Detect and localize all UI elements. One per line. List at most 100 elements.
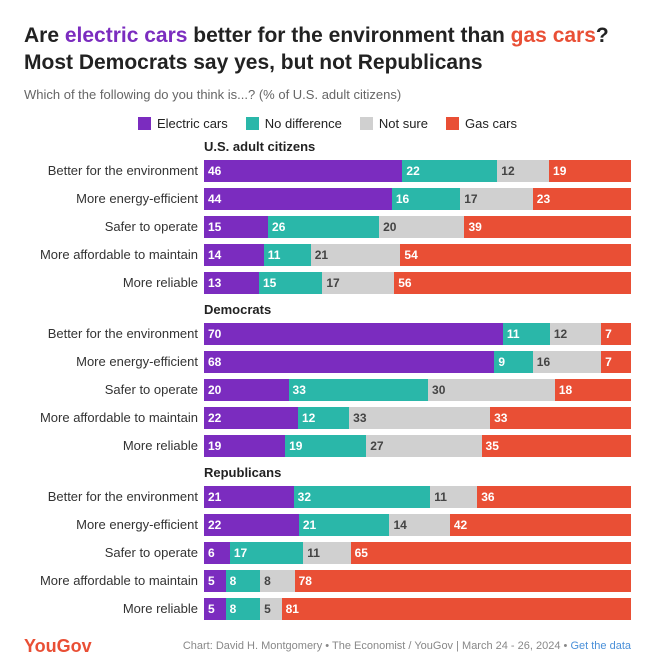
chart-panel: Republicans Better for the environment213… (24, 465, 631, 622)
stacked-bar: 13151756 (204, 272, 631, 294)
bar-row: More reliable58581 (24, 596, 631, 622)
bar-segment: 65 (351, 542, 631, 564)
bar-row: Better for the environment21321136 (24, 484, 631, 510)
panel-title: Democrats (204, 302, 631, 317)
row-label: Safer to operate (24, 545, 204, 560)
bar-segment: 11 (430, 486, 477, 508)
legend-item: Not sure (360, 116, 428, 131)
bar-segment: 16 (533, 351, 601, 373)
bar-segment: 39 (464, 216, 631, 238)
chart-title: Are electric cars better for the environ… (24, 22, 631, 77)
bar-segment: 27 (366, 435, 481, 457)
bar-row: More reliable13151756 (24, 270, 631, 296)
bar-segment: 12 (497, 160, 549, 182)
bar-segment: 17 (322, 272, 394, 294)
bar-segment: 23 (533, 188, 631, 210)
bar-row: Better for the environment7011127 (24, 321, 631, 347)
stacked-bar: 19192735 (204, 435, 631, 457)
bar-segment: 9 (494, 351, 532, 373)
legend-swatch (138, 117, 151, 130)
bar-segment: 33 (349, 407, 490, 429)
row-label: Better for the environment (24, 163, 204, 178)
bar-segment: 36 (477, 486, 631, 508)
row-label: More affordable to maintain (24, 247, 204, 262)
row-label: More energy-efficient (24, 354, 204, 369)
bar-segment: 54 (400, 244, 631, 266)
bar-segment: 11 (264, 244, 311, 266)
get-data-link[interactable]: Get the data (570, 640, 631, 652)
legend-swatch (246, 117, 259, 130)
chart-panel: DemocratsBetter for the environment70111… (24, 302, 631, 459)
stacked-bar: 7011127 (204, 323, 631, 345)
bar-row: More reliable19192735 (24, 433, 631, 459)
bar-segment: 16 (392, 188, 460, 210)
stacked-bar: 22211442 (204, 514, 631, 536)
stacked-bar: 20333018 (204, 379, 631, 401)
row-label: More reliable (24, 438, 204, 453)
bar-segment: 7 (601, 351, 631, 373)
bar-row: Safer to operate20333018 (24, 377, 631, 403)
highlight-electric: electric cars (65, 24, 188, 47)
bar-segment: 7 (601, 323, 631, 345)
row-label: More energy-efficient (24, 517, 204, 532)
legend: Electric cars No difference Not sure Gas ca… (24, 116, 631, 131)
bar-segment: 21 (311, 244, 401, 266)
bar-segment: 21 (204, 486, 294, 508)
bar-segment: 22 (402, 160, 497, 182)
bar-segment: 30 (428, 379, 555, 401)
bar-segment: 42 (450, 514, 631, 536)
legend-swatch (446, 117, 459, 130)
bar-row: More energy-efficient689167 (24, 349, 631, 375)
chart-subtitle: Which of the following do you think is..… (24, 87, 631, 102)
stacked-bar: 15262039 (204, 216, 631, 238)
bar-segment: 13 (204, 272, 259, 294)
row-label: More affordable to maintain (24, 410, 204, 425)
legend-item: Electric cars (138, 116, 228, 131)
bar-segment: 6 (204, 542, 230, 564)
bar-segment: 11 (503, 323, 550, 345)
bar-row: More affordable to maintain22123333 (24, 405, 631, 431)
bar-segment: 12 (550, 323, 601, 345)
bar-segment: 22 (204, 514, 299, 536)
bar-row: More energy-efficient22211442 (24, 512, 631, 538)
bar-row: More affordable to maintain58878 (24, 568, 631, 594)
panel-title: Republicans (204, 465, 631, 480)
bar-segment: 70 (204, 323, 503, 345)
bar-segment: 19 (549, 160, 631, 182)
chart-footer: YouGov Chart: David H. Montgomery • The … (24, 636, 631, 657)
legend-item: Gas cars (446, 116, 517, 131)
bar-segment: 35 (482, 435, 631, 457)
yougov-logo: YouGov (24, 636, 92, 657)
bar-segment: 32 (294, 486, 431, 508)
stacked-bar: 44161723 (204, 188, 631, 210)
bar-segment: 20 (204, 379, 289, 401)
bar-segment: 78 (295, 570, 631, 592)
stacked-bar: 6171165 (204, 542, 631, 564)
bar-segment: 11 (303, 542, 350, 564)
bar-segment: 15 (259, 272, 322, 294)
legend-item: No difference (246, 116, 342, 131)
bar-row: Safer to operate6171165 (24, 540, 631, 566)
bar-segment: 22 (204, 407, 298, 429)
row-label: Better for the environment (24, 326, 204, 341)
bar-segment: 20 (379, 216, 464, 238)
stacked-bar: 46221219 (204, 160, 631, 182)
legend-label: No difference (265, 116, 342, 131)
stacked-bar: 21321136 (204, 486, 631, 508)
legend-swatch (360, 117, 373, 130)
bar-segment: 5 (204, 598, 226, 620)
stacked-bar: 58878 (204, 570, 631, 592)
row-label: Safer to operate (24, 382, 204, 397)
row-label: Safer to operate (24, 219, 204, 234)
row-label: More reliable (24, 275, 204, 290)
stacked-bar: 22123333 (204, 407, 631, 429)
bar-segment: 33 (490, 407, 631, 429)
bar-segment: 21 (299, 514, 390, 536)
chart-panel: U.S. adult citizensBetter for the enviro… (24, 139, 631, 296)
bar-segment: 33 (289, 379, 429, 401)
bar-segment: 8 (226, 570, 261, 592)
bar-segment: 14 (204, 244, 264, 266)
legend-label: Electric cars (157, 116, 228, 131)
bar-segment: 19 (204, 435, 285, 457)
bar-row: Better for the environment46221219 (24, 158, 631, 184)
